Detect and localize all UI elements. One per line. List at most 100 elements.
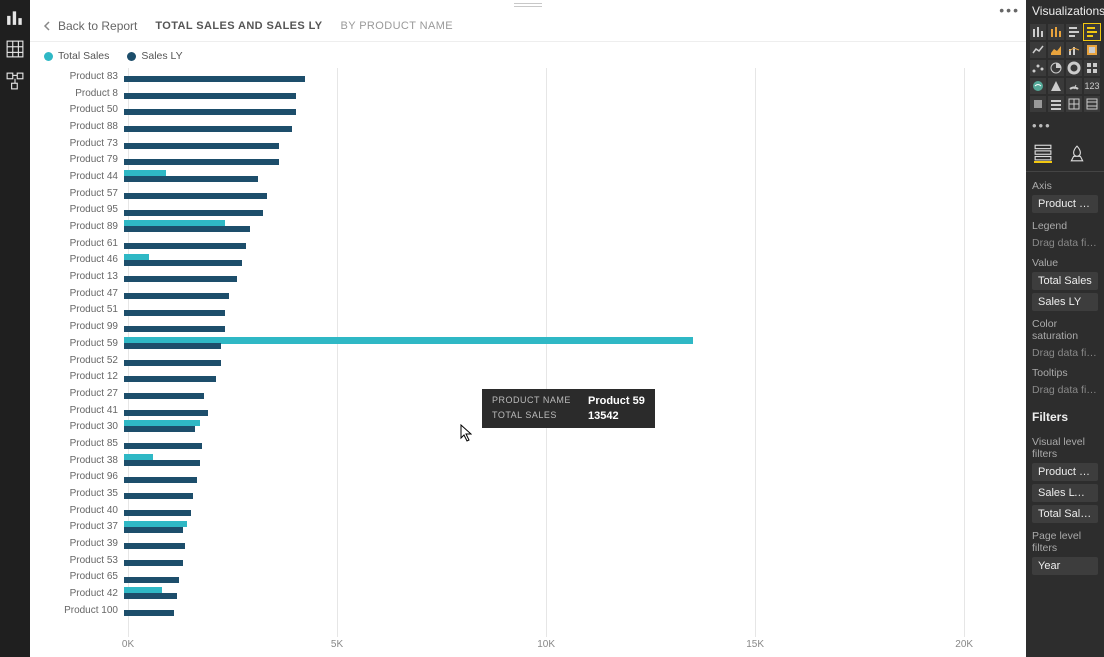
viz-type-icon[interactable] xyxy=(1066,96,1082,112)
chart-row[interactable]: Product 96 xyxy=(36,469,1006,486)
viz-type-icon[interactable] xyxy=(1048,78,1064,94)
page-filter-chip[interactable]: Year xyxy=(1032,557,1098,575)
chart-row[interactable]: Product 100 xyxy=(36,602,1006,619)
model-view-icon[interactable] xyxy=(6,72,24,90)
data-view-icon[interactable] xyxy=(6,40,24,58)
chart-row[interactable]: Product 51 xyxy=(36,302,1006,319)
viz-type-icon[interactable] xyxy=(1048,60,1064,76)
visual-filter-chip[interactable]: Product Name(A xyxy=(1032,463,1098,481)
visual-filter-chip[interactable]: Sales LY(All) xyxy=(1032,484,1098,502)
viz-type-icon[interactable] xyxy=(1084,96,1100,112)
bar-sales-ly[interactable] xyxy=(124,143,279,149)
chart-row[interactable]: Product 85 xyxy=(36,435,1006,452)
legend-item[interactable]: Total Sales xyxy=(44,50,109,62)
chart-row[interactable]: Product 42 xyxy=(36,585,1006,602)
bar-sales-ly[interactable] xyxy=(124,593,177,599)
bar-sales-ly[interactable] xyxy=(124,410,208,416)
chart-row[interactable]: Product 88 xyxy=(36,118,1006,135)
axis-field-chip[interactable]: Product Name xyxy=(1032,195,1098,213)
bar-sales-ly[interactable] xyxy=(124,577,179,583)
bar-sales-ly[interactable] xyxy=(124,210,263,216)
chart-row[interactable]: Product 52 xyxy=(36,352,1006,369)
bar-sales-ly[interactable] xyxy=(124,243,246,249)
bar-sales-ly[interactable] xyxy=(124,226,250,232)
bar-sales-ly[interactable] xyxy=(124,326,225,332)
color-saturation-placeholder[interactable]: Drag data fields xyxy=(1032,345,1098,363)
bar-sales-ly[interactable] xyxy=(124,176,258,182)
chart-row[interactable]: Product 73 xyxy=(36,135,1006,152)
viz-type-icon[interactable] xyxy=(1048,42,1064,58)
viz-type-icon[interactable] xyxy=(1048,96,1064,112)
viz-type-icon[interactable] xyxy=(1030,96,1046,112)
legend-well-placeholder[interactable]: Drag data fields xyxy=(1032,235,1098,253)
viz-more-icon[interactable]: ••• xyxy=(1026,116,1104,139)
viz-type-icon[interactable] xyxy=(1030,24,1046,40)
chart-row[interactable]: Product 57 xyxy=(36,185,1006,202)
visual-options-icon[interactable]: ••• xyxy=(999,2,1020,18)
bar-sales-ly[interactable] xyxy=(124,560,183,566)
viz-type-icon[interactable]: 123 xyxy=(1084,78,1100,94)
format-tab-icon[interactable] xyxy=(1068,145,1086,163)
bar-sales-ly[interactable] xyxy=(124,293,229,299)
chart-row[interactable]: Product 99 xyxy=(36,318,1006,335)
chart-row[interactable]: Product 40 xyxy=(36,502,1006,519)
viz-type-icon[interactable] xyxy=(1066,60,1082,76)
chart-row[interactable]: Product 39 xyxy=(36,535,1006,552)
chart-row[interactable]: Product 37 xyxy=(36,519,1006,536)
bar-sales-ly[interactable] xyxy=(124,393,204,399)
chart-row[interactable]: Product 30 xyxy=(36,418,1006,435)
viz-type-icon[interactable] xyxy=(1066,42,1082,58)
chart-row[interactable]: Product 89 xyxy=(36,218,1006,235)
value-field-chip[interactable]: Sales LY xyxy=(1032,293,1098,311)
chart-row[interactable]: Product 46 xyxy=(36,252,1006,269)
chart-row[interactable]: Product 41 xyxy=(36,402,1006,419)
chart-row[interactable]: Product 47 xyxy=(36,285,1006,302)
chart-row[interactable]: Product 50 xyxy=(36,101,1006,118)
viz-type-icon[interactable] xyxy=(1048,24,1064,40)
report-view-icon[interactable] xyxy=(6,8,24,26)
chart-row[interactable]: Product 13 xyxy=(36,268,1006,285)
chart-row[interactable]: Product 59 xyxy=(36,335,1006,352)
bar-sales-ly[interactable] xyxy=(124,477,197,483)
bar-sales-ly[interactable] xyxy=(124,126,292,132)
chart-row[interactable]: Product 65 xyxy=(36,569,1006,586)
viz-type-icon[interactable] xyxy=(1066,78,1082,94)
bar-sales-ly[interactable] xyxy=(124,93,296,99)
bar-sales-ly[interactable] xyxy=(124,460,200,466)
viz-type-icon[interactable] xyxy=(1084,24,1100,40)
bar-sales-ly[interactable] xyxy=(124,193,267,199)
bar-sales-ly[interactable] xyxy=(124,260,242,266)
bar-sales-ly[interactable] xyxy=(124,76,305,82)
bar-sales-ly[interactable] xyxy=(124,310,225,316)
bar-sales-ly[interactable] xyxy=(124,443,202,449)
bar-sales-ly[interactable] xyxy=(124,276,237,282)
chart-row[interactable]: Product 38 xyxy=(36,452,1006,469)
bar-sales-ly[interactable] xyxy=(124,527,183,533)
drag-handle[interactable] xyxy=(30,0,1026,10)
chart-area[interactable]: Product 83Product 8Product 50Product 88P… xyxy=(30,64,1026,657)
bar-sales-ly[interactable] xyxy=(124,360,221,366)
viz-type-icon[interactable] xyxy=(1030,60,1046,76)
chart-row[interactable]: Product 79 xyxy=(36,151,1006,168)
tooltips-well-placeholder[interactable]: Drag data fields xyxy=(1032,382,1098,400)
chart-row[interactable]: Product 53 xyxy=(36,552,1006,569)
bar-sales-ly[interactable] xyxy=(124,543,185,549)
bar-sales-ly[interactable] xyxy=(124,510,191,516)
chart-row[interactable]: Product 83 xyxy=(36,68,1006,85)
bar-sales-ly[interactable] xyxy=(124,493,193,499)
chart-row[interactable]: Product 95 xyxy=(36,202,1006,219)
bar-sales-ly[interactable] xyxy=(124,159,279,165)
visual-filter-chip[interactable]: Total Sales(All) xyxy=(1032,505,1098,523)
bar-sales-ly[interactable] xyxy=(124,343,221,349)
chart-row[interactable]: Product 44 xyxy=(36,168,1006,185)
viz-type-icon[interactable] xyxy=(1084,60,1100,76)
bar-sales-ly[interactable] xyxy=(124,109,296,115)
viz-type-icon[interactable] xyxy=(1084,42,1100,58)
value-field-chip[interactable]: Total Sales xyxy=(1032,272,1098,290)
viz-type-icon[interactable] xyxy=(1066,24,1082,40)
viz-type-icon[interactable] xyxy=(1030,78,1046,94)
chart-row[interactable]: Product 8 xyxy=(36,85,1006,102)
chart-row[interactable]: Product 27 xyxy=(36,385,1006,402)
bar-sales-ly[interactable] xyxy=(124,610,174,616)
chart-row[interactable]: Product 61 xyxy=(36,235,1006,252)
